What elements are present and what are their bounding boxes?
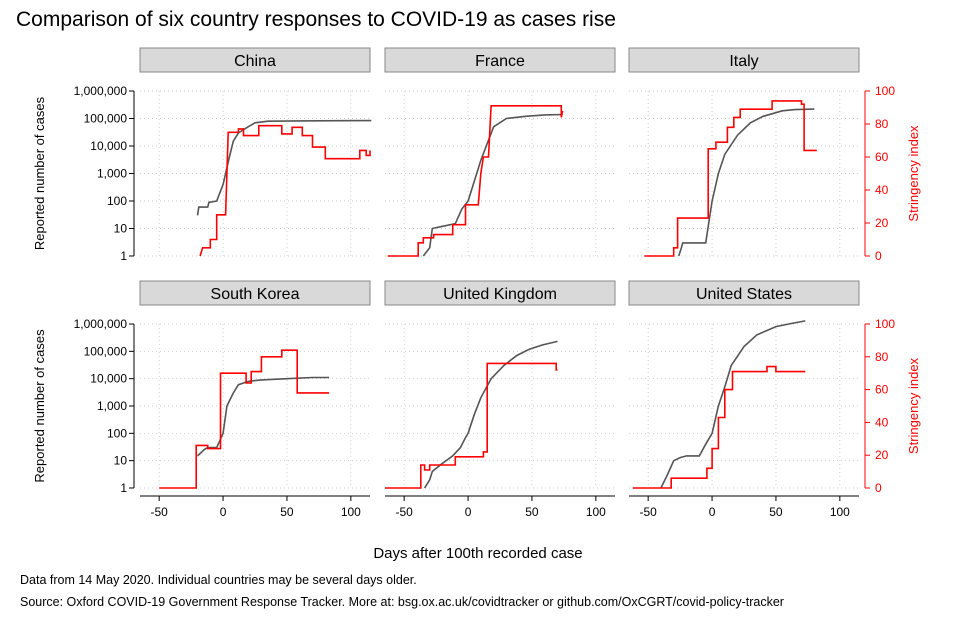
- y-axis-label-right: Stringency index: [906, 125, 921, 222]
- y-tick-label-right: 0: [875, 481, 882, 495]
- y-tick-label-right: 20: [875, 448, 889, 462]
- stringency-line: [632, 365, 806, 489]
- stringency-line: [159, 349, 330, 489]
- stringency-line: [385, 362, 558, 489]
- panel-title: United States: [696, 286, 792, 303]
- panel-title: South Korea: [211, 286, 300, 303]
- x-tick-label: 100: [586, 505, 606, 519]
- y-axis-label-left: Reported number of cases: [32, 329, 47, 483]
- x-tick-label: 0: [220, 505, 227, 519]
- x-tick-label: -50: [639, 505, 657, 519]
- y-tick-label-right: 40: [875, 183, 889, 197]
- y-tick-label-right: 60: [875, 383, 889, 397]
- panel-china: China 1 10 100 1,000 10,000 100,000 1,000,000 Re…: [32, 47, 372, 263]
- panel-header: [384, 47, 616, 73]
- stringency-line: [199, 124, 371, 257]
- y-tick-label-left: 100,000: [84, 112, 128, 126]
- x-tick-label: 0: [465, 505, 472, 519]
- y-tick-label-left: 10: [114, 222, 128, 236]
- panel-header: [384, 280, 616, 306]
- panel-south-korea: South Korea 1 10 100 1,000 10,000 100,000 1,000…: [32, 280, 371, 519]
- panel-title: Italy: [729, 53, 758, 70]
- y-tick-label-right: 80: [875, 350, 889, 364]
- y-tick-label-left: 1,000,000: [74, 317, 128, 331]
- panel-header: [628, 47, 860, 73]
- y-tick-label-left: 1: [120, 249, 127, 263]
- data-note: Data from 14 May 2020. Individual countr…: [20, 573, 417, 587]
- y-tick-label-right: 20: [875, 216, 889, 230]
- panel-header: [139, 280, 371, 306]
- panels-layer: China1101001,00010,000100,0001,000,000Re…: [32, 47, 921, 519]
- x-axis-label: Days after 100th recorded case: [373, 545, 582, 562]
- panel-header: [628, 280, 860, 306]
- panel-france: France: [384, 47, 616, 257]
- chart-title: Comparison of six country responses to C…: [16, 8, 616, 31]
- y-tick-label-left: 10,000: [90, 139, 127, 153]
- x-tick-label: 50: [280, 505, 294, 519]
- panel-header: [139, 47, 371, 73]
- x-tick-label: 100: [830, 505, 850, 519]
- y-tick-label-left: 1: [120, 481, 127, 495]
- y-axis-label-left: Reported number of cases: [32, 96, 47, 250]
- y-tick-label-right: 60: [875, 150, 889, 164]
- x-tick-label: 50: [525, 505, 539, 519]
- x-tick-label: 100: [341, 505, 361, 519]
- covid-response-chart: China1101001,00010,000100,0001,000,000Re…: [32, 47, 921, 562]
- y-tick-label-left: 100: [107, 194, 127, 208]
- x-tick-label: 50: [769, 505, 783, 519]
- panel-title: China: [234, 53, 276, 70]
- y-tick-label-right: 100: [875, 317, 895, 331]
- x-tick-label: 0: [709, 505, 716, 519]
- y-tick-label-left: 1,000,000: [74, 84, 128, 98]
- stringency-line: [644, 100, 817, 257]
- cases-line: [660, 320, 806, 489]
- y-tick-label-left: 100: [107, 426, 127, 440]
- cases-line: [196, 376, 330, 457]
- y-tick-label-right: 80: [875, 117, 889, 131]
- y-axis-label-right: Stringency index: [906, 357, 921, 454]
- cases-line: [422, 113, 563, 257]
- y-tick-label-left: 1,000: [97, 167, 127, 181]
- cases-line: [423, 340, 558, 489]
- panel-title: United Kingdom: [443, 286, 557, 303]
- y-tick-label-left: 1,000: [97, 399, 127, 413]
- y-tick-label-left: 10: [114, 454, 128, 468]
- source-note: Source: Oxford COVID-19 Government Respo…: [20, 595, 784, 609]
- y-tick-label-left: 10,000: [90, 372, 127, 386]
- x-tick-label: -50: [150, 505, 168, 519]
- x-tick-label: -50: [395, 505, 413, 519]
- stringency-line: [387, 105, 564, 257]
- y-tick-label-left: 100,000: [84, 344, 128, 358]
- cases-line: [678, 108, 815, 257]
- y-tick-label-right: 0: [875, 249, 882, 263]
- panel-united-kingdom: United Kingdom -50 0 50 100: [384, 280, 616, 519]
- y-tick-label-right: 40: [875, 415, 889, 429]
- panel-italy: Italy 0 20 40 60 80 100 Stringency index: [628, 47, 921, 263]
- panel-title: France: [475, 53, 525, 70]
- y-tick-label-right: 100: [875, 84, 895, 98]
- panel-united-states: United States 0 20 40 60 80 100 Stringency inde…: [628, 280, 921, 519]
- cases-line: [196, 119, 372, 216]
